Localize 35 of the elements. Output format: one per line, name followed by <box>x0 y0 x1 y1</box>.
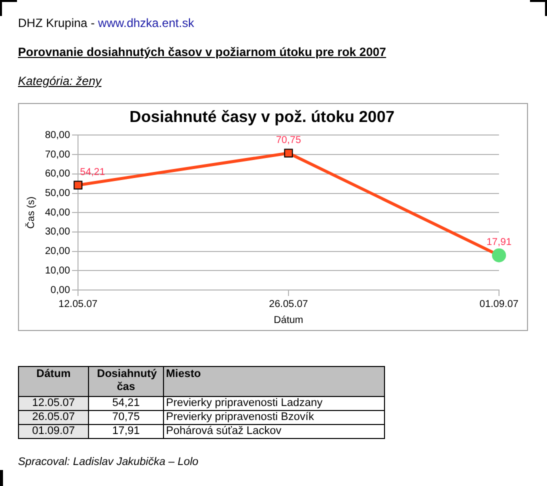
text: 70,75 <box>112 411 140 423</box>
x-tick-label: 26.05.07 <box>269 298 308 310</box>
text: Previerky pripravenosti Bzovík <box>164 410 384 424</box>
text: Previerky pripravenosti Ladzany <box>164 396 384 410</box>
text: Porovnanie dosiahnutých časov v požiarnom útoku pre rok 2007 <box>18 45 386 59</box>
y-tick-label: 10,00 <box>44 265 70 276</box>
y-tick-label: 70,00 <box>44 149 70 160</box>
data-label: 70,75 <box>276 134 302 146</box>
y-tick-label: 40,00 <box>44 207 70 218</box>
y-tick-label: 50,00 <box>44 188 70 199</box>
text: Miesto <box>164 366 384 396</box>
text: www.dhzka.ent.sk <box>98 16 194 30</box>
y-tick-label: 80,00 <box>44 130 70 141</box>
y-tick-label: 0,00 <box>50 284 70 296</box>
text: DHZ Krupina - <box>18 16 95 30</box>
y-tick-label: 30,00 <box>44 226 70 238</box>
text: 54,21 <box>112 397 140 409</box>
data-label: 17,91 <box>486 237 512 248</box>
text: Kategória: ženy <box>18 74 102 88</box>
text: Spracoval: Ladislav Jakubička – Lolo <box>18 456 198 468</box>
chart-title: Dosiahnuté časy v pož. útoku 2007 <box>130 109 395 126</box>
x-tick-label: 12.05.07 <box>58 298 98 310</box>
text: Dosiahnutý čas <box>88 366 164 396</box>
x-tick-label: 01.09.07 <box>480 298 519 310</box>
y-tick-label: 20,00 <box>44 246 70 258</box>
category-label: 12.05.07 <box>32 397 75 409</box>
category-label: 01.09.07 <box>32 425 75 437</box>
text: Dátum <box>18 366 88 396</box>
y-tick-label: 60,00 <box>44 168 70 180</box>
data-label: 54,21 <box>80 166 106 178</box>
category-label: 26.05.07 <box>32 411 75 423</box>
y-axis-title: Čas (s) <box>24 196 37 229</box>
text: Pohárová súťaž Lackov <box>164 424 384 438</box>
text: 17,91 <box>112 425 140 437</box>
x-axis-title: Dátum <box>274 314 304 326</box>
